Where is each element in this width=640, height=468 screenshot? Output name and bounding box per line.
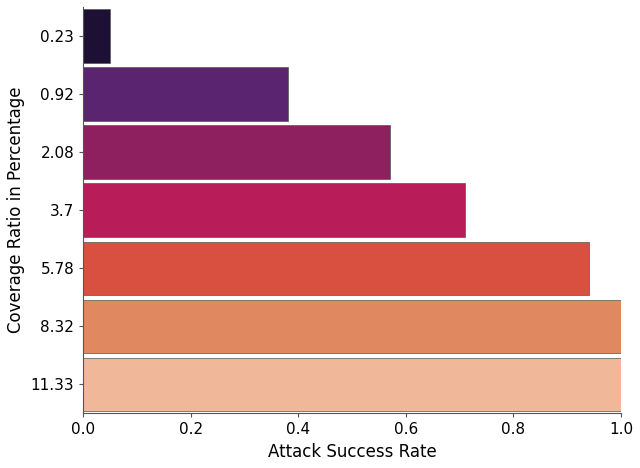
X-axis label: Attack Success Rate: Attack Success Rate — [268, 443, 436, 461]
Bar — [83, 183, 465, 237]
Bar — [83, 300, 621, 353]
Bar — [83, 125, 390, 179]
Bar — [83, 9, 110, 63]
Bar — [83, 67, 287, 121]
Bar — [83, 241, 589, 295]
Y-axis label: Coverage Ratio in Percentage: Coverage Ratio in Percentage — [7, 87, 25, 334]
Bar — [83, 358, 621, 411]
